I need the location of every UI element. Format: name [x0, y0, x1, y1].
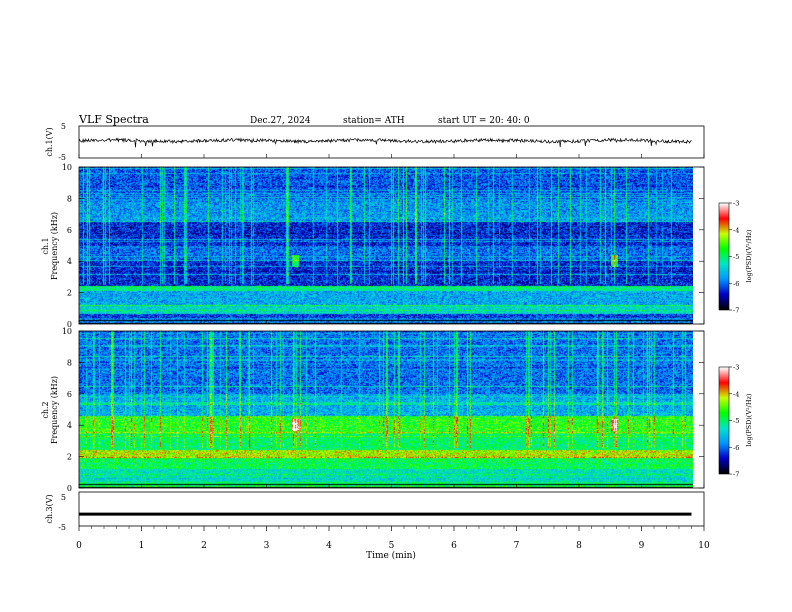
time-tick-label: 5	[389, 541, 395, 551]
time-tick-label: 3	[264, 541, 270, 551]
ch1-colorbar-image	[719, 203, 729, 310]
frequency-tick-label: 0	[67, 484, 72, 493]
ch2-channel-label: ch.2	[41, 401, 50, 418]
frequency-tick-label: 2	[67, 289, 72, 298]
frequency-tick-label: 4	[67, 421, 72, 430]
colorbar-tick-label: -5	[733, 253, 739, 261]
frequency-tick-label: 8	[67, 194, 72, 203]
frequency-tick-label: 6	[67, 226, 72, 235]
station-label: station= ATH	[343, 116, 405, 126]
time-tick-label: 10	[698, 541, 710, 551]
ch1-ytick-top: 5	[61, 122, 66, 131]
colorbar-tick-label: -4	[733, 390, 739, 398]
ch2-frequency-label: Frequency (kHz)	[50, 376, 59, 444]
date-label: Dec.27, 2024	[250, 116, 311, 126]
frequency-tick-label: 10	[62, 163, 72, 172]
xaxis-label: Time (min)	[366, 550, 416, 561]
colorbar-tick-label: -7	[733, 307, 739, 315]
ch1-ytick-bottom: -5	[58, 153, 66, 162]
frequency-tick-label: 6	[67, 390, 72, 399]
colorbar-tick-label: -4	[733, 226, 739, 234]
ch1-spectrogram-yaxis: 0 2 4 6 8 10	[62, 163, 704, 329]
ch3-waveform-panel: 5 -5 ch.3(V)	[45, 491, 705, 532]
frequency-tick-label: 8	[67, 358, 72, 367]
time-tick-label: 1	[139, 541, 145, 551]
ch2-colorbar-image	[719, 367, 729, 474]
ch2-colorbar-label: log(PSD)(V²/Hz)	[745, 393, 753, 446]
ch1-waveform-line	[78, 137, 692, 148]
ch3-ytick-top: 5	[61, 493, 66, 502]
time-tick-label: 2	[201, 541, 207, 551]
ch3-ytick-bottom: -5	[58, 523, 66, 532]
ch1-frequency-label: Frequency (kHz)	[50, 212, 59, 280]
frequency-tick-label: 0	[67, 320, 72, 329]
ch2-colorbar-ticks: -3 -4 -5 -6 -7	[729, 364, 739, 479]
colorbar-tick-label: -6	[733, 280, 739, 288]
ch1-spectrogram-image	[79, 167, 693, 324]
ch1-colorbar-label: log(PSD)(V²/Hz)	[745, 229, 753, 282]
ch3-waveform-ylabel: ch.3(V)	[45, 494, 54, 523]
time-tick-label: 7	[514, 541, 520, 551]
time-tick-label: 8	[576, 541, 582, 551]
frequency-tick-label: 2	[67, 453, 72, 462]
time-xaxis: 0 1 2 3 4 5 6 7 8 9 10	[76, 154, 710, 551]
figure-title: VLF Spectra	[78, 113, 149, 126]
ch3-waveform-frame	[78, 491, 705, 527]
colorbar-tick-label: -6	[733, 444, 739, 452]
ch1-channel-label: ch.1	[41, 237, 50, 254]
colorbar-tick-label: -7	[733, 471, 739, 479]
start-time-label: start UT = 20: 40: 0	[438, 116, 530, 126]
ch2-spectrogram-yaxis: 0 2 4 6 8 10	[62, 327, 704, 493]
ch1-waveform-trace-group	[78, 137, 692, 148]
colorbar-tick-label: -3	[733, 200, 739, 208]
ch1-waveform-panel: 5 -5 ch.1(V)	[45, 122, 705, 162]
time-tick-label: 0	[76, 541, 82, 551]
time-tick-label: 6	[451, 541, 457, 551]
frequency-tick-label: 10	[62, 327, 72, 336]
ch2-spectrogram-image	[79, 331, 693, 488]
ch1-waveform-ylabel: ch.1(V)	[45, 127, 54, 156]
frequency-tick-label: 4	[67, 257, 72, 266]
time-tick-label: 4	[326, 541, 332, 551]
colorbar-tick-label: -5	[733, 417, 739, 425]
ch1-colorbar-ticks: -3 -4 -5 -6 -7	[729, 200, 739, 315]
colorbar-tick-label: -3	[733, 364, 739, 372]
time-tick-label: 9	[639, 541, 645, 551]
